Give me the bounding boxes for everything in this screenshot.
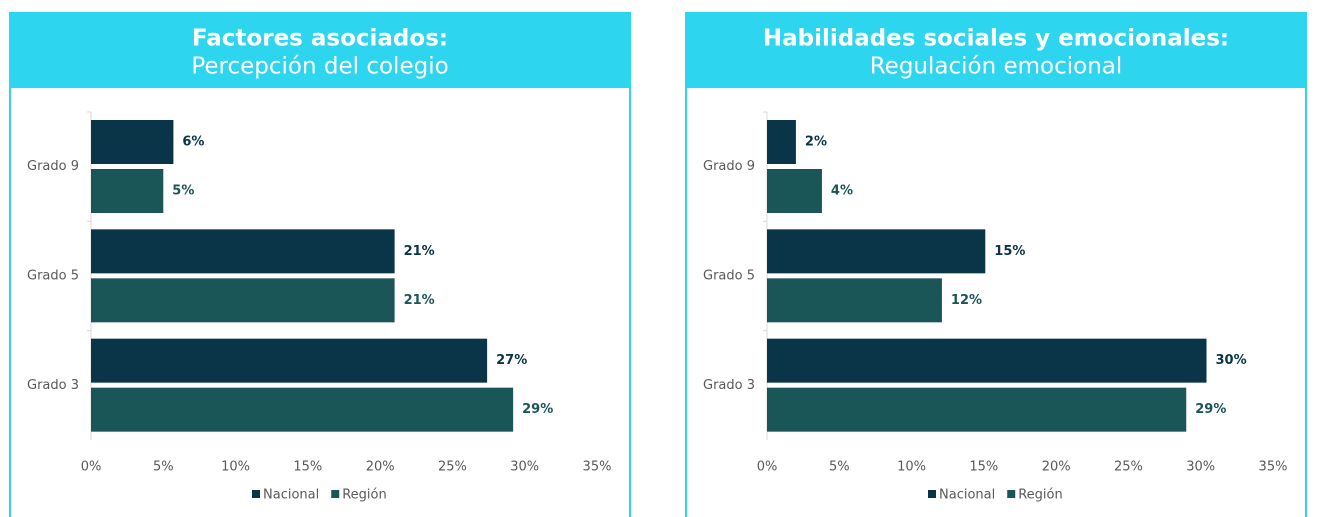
panel-header xyxy=(685,12,1307,88)
bar xyxy=(767,169,822,213)
legend-label: Región xyxy=(1018,488,1063,503)
bar xyxy=(91,229,395,274)
bar xyxy=(767,338,1207,383)
x-tick-label: 25% xyxy=(1114,460,1143,475)
y-tick-label: Grado 3 xyxy=(703,378,755,393)
x-tick-label: 0% xyxy=(757,460,778,475)
x-tick-label: 0% xyxy=(81,460,102,475)
data-label: 30% xyxy=(1215,353,1246,368)
bar xyxy=(91,387,514,432)
legend-label: Nacional xyxy=(939,488,995,503)
bar xyxy=(767,387,1187,432)
legend-swatch xyxy=(252,490,260,498)
data-label: 5% xyxy=(172,184,194,199)
x-tick-label: 35% xyxy=(1259,460,1288,475)
x-tick-label: 10% xyxy=(897,460,926,475)
x-tick-label: 5% xyxy=(153,460,174,475)
data-label: 4% xyxy=(831,184,853,199)
x-tick-label: 10% xyxy=(221,460,250,475)
y-tick-label: Grado 9 xyxy=(27,159,79,174)
x-tick-label: 20% xyxy=(1042,460,1071,475)
bar xyxy=(767,229,986,274)
data-label: 29% xyxy=(522,402,553,417)
y-tick-label: Grado 3 xyxy=(27,378,79,393)
legend-label: Región xyxy=(342,488,387,503)
x-tick-label: 35% xyxy=(583,460,612,475)
x-tick-label: 15% xyxy=(969,460,998,475)
legend-swatch xyxy=(331,490,340,498)
panel-title: Habilidades sociales y emocionales: xyxy=(763,26,1229,52)
x-tick-label: 25% xyxy=(438,460,467,475)
x-tick-label: 30% xyxy=(1186,460,1215,475)
panel-header xyxy=(9,12,631,88)
legend-label: Nacional xyxy=(263,488,319,503)
data-label: 27% xyxy=(496,353,527,368)
bar xyxy=(91,278,395,323)
data-label: 29% xyxy=(1195,402,1226,417)
y-tick-label: Grado 5 xyxy=(27,269,79,284)
bar xyxy=(767,120,796,164)
panel-title: Factores asociados: xyxy=(192,26,448,52)
x-tick-label: 5% xyxy=(829,460,850,475)
bar xyxy=(91,120,174,164)
legend-swatch xyxy=(928,490,936,498)
data-label: 21% xyxy=(404,293,435,308)
y-tick-label: Grado 5 xyxy=(703,269,755,284)
x-tick-label: 30% xyxy=(510,460,539,475)
bar xyxy=(91,169,164,213)
x-tick-label: 20% xyxy=(366,460,395,475)
y-tick-label: Grado 9 xyxy=(703,159,755,174)
bar xyxy=(91,338,488,383)
data-label: 21% xyxy=(404,244,435,259)
x-tick-label: 15% xyxy=(293,460,322,475)
panel-subtitle: Regulación emocional xyxy=(870,54,1123,80)
data-label: 2% xyxy=(805,135,827,150)
data-label: 15% xyxy=(994,244,1025,259)
legend-swatch xyxy=(1007,490,1016,498)
bar xyxy=(767,278,942,323)
panel-subtitle: Percepción del colegio xyxy=(191,54,448,80)
data-label: 12% xyxy=(951,293,982,308)
data-label: 6% xyxy=(182,135,204,150)
